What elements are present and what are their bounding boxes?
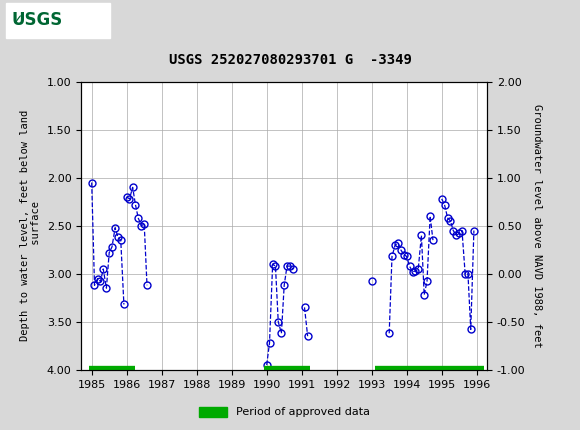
- Y-axis label: Groundwater level above NAVD 1988, feet: Groundwater level above NAVD 1988, feet: [532, 104, 542, 347]
- Text: ✓: ✓: [12, 13, 23, 28]
- Legend: Period of approved data: Period of approved data: [194, 402, 374, 422]
- Text: USGS 252027080293701 G  -3349: USGS 252027080293701 G -3349: [169, 52, 411, 67]
- Y-axis label: Depth to water level, feet below land
 surface: Depth to water level, feet below land su…: [20, 110, 41, 341]
- Bar: [6, 3, 110, 37]
- Text: USGS: USGS: [12, 12, 63, 29]
